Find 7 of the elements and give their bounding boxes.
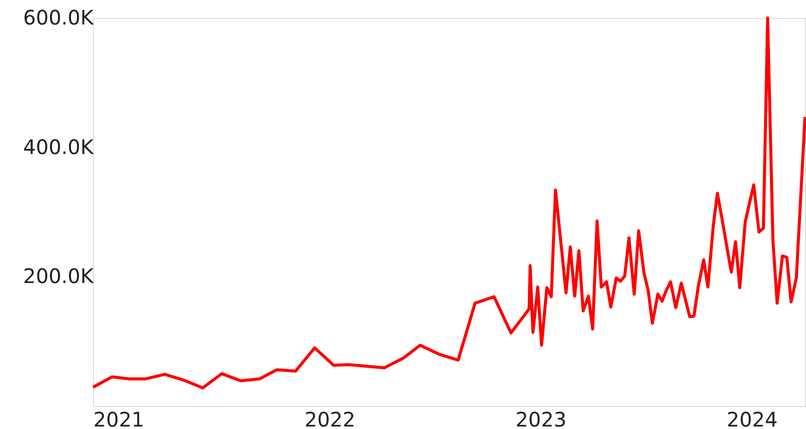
x-tick-label: 2024 — [726, 408, 778, 429]
x-tick-label: 2021 — [93, 408, 144, 429]
y-tick-label: 200.0K — [23, 264, 94, 288]
y-tick-label: 600.0K — [23, 6, 94, 30]
x-tick-label: 2022 — [304, 408, 356, 429]
y-tick-label: 400.0K — [23, 134, 94, 159]
x-tick-label: 2023 — [516, 408, 566, 429]
